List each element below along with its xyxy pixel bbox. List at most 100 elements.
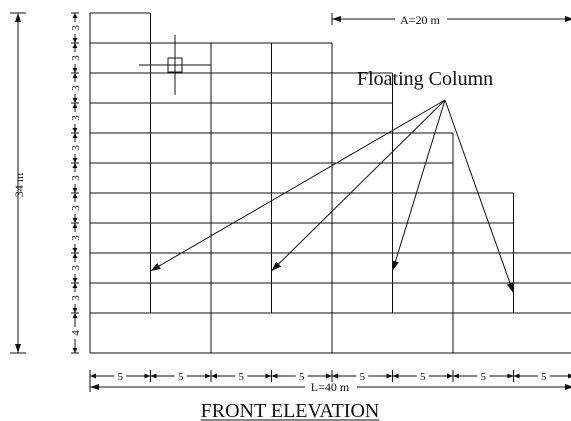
- storey-label-bg: [70, 327, 80, 339]
- arrowhead: [72, 278, 78, 283]
- storey-height-label: 3: [70, 55, 82, 61]
- arrowhead: [144, 373, 151, 379]
- storey-label-bg: [70, 22, 80, 34]
- crosshair-box: [167, 57, 183, 73]
- bay-label-bg: [477, 369, 490, 382]
- bay-label-bg: [174, 369, 187, 382]
- total-height-label: 34 m: [12, 172, 26, 197]
- arrowhead: [15, 344, 21, 353]
- arrowhead: [72, 158, 78, 163]
- bay-width-label: 5: [360, 371, 366, 383]
- arrowhead: [72, 103, 78, 108]
- drawing-title: FRONT ELEVATION: [201, 400, 380, 421]
- bay-width-label: 5: [299, 371, 305, 383]
- arrowhead: [392, 373, 399, 379]
- arrowhead: [513, 373, 520, 379]
- arrowhead: [90, 373, 96, 379]
- storey-height-label: 3: [70, 145, 82, 151]
- arrowhead: [72, 188, 78, 193]
- arrowhead: [453, 373, 459, 379]
- bay-label-bg: [235, 369, 248, 382]
- arrowhead: [72, 73, 78, 78]
- bay-label-bg: [295, 369, 308, 382]
- arrowhead: [150, 262, 161, 271]
- arrowhead: [72, 313, 78, 318]
- arrowhead: [506, 282, 514, 293]
- arrowhead: [72, 163, 78, 168]
- arrowhead: [211, 373, 217, 379]
- arrowhead: [72, 248, 78, 253]
- crosshair-cursor-icon: [139, 35, 211, 95]
- storey-label-bg: [70, 112, 80, 124]
- arrowhead: [565, 16, 571, 22]
- arrowhead: [72, 98, 78, 103]
- storey-height-label: 3: [70, 175, 82, 181]
- arrowhead: [392, 260, 399, 271]
- arrowhead: [72, 348, 78, 353]
- arrowhead: [72, 68, 78, 73]
- storey-label-bg: [70, 292, 80, 304]
- bay-label-bg: [416, 369, 429, 382]
- arrowhead: [72, 128, 78, 133]
- arrowhead: [265, 373, 272, 379]
- floating-column-leaders: [150, 99, 514, 294]
- leader-line: [444, 99, 514, 294]
- arrowhead: [90, 384, 99, 390]
- storey-label-bg: [70, 52, 80, 64]
- arrowhead: [72, 223, 78, 228]
- leader-line: [271, 99, 446, 272]
- storey-height-label: 3: [70, 25, 82, 31]
- frame-grid: [89, 12, 571, 354]
- arrowhead: [15, 13, 21, 22]
- arrowhead: [326, 373, 332, 379]
- arrowhead: [568, 373, 571, 379]
- arrowhead: [72, 193, 78, 198]
- storey-label-bg: [70, 232, 80, 244]
- total-length-label: L=40 m: [311, 380, 350, 394]
- bay-label-bg: [537, 369, 550, 382]
- storey-height-label: 3: [70, 205, 82, 211]
- arrowhead: [150, 373, 157, 379]
- arrowhead: [332, 373, 338, 379]
- arrowhead: [507, 373, 514, 379]
- storey-label-bg: [70, 202, 80, 214]
- bay-width-label: 5: [481, 371, 487, 383]
- storey-height-label: 3: [70, 235, 82, 241]
- arrowhead: [332, 16, 341, 22]
- arrowhead: [72, 43, 78, 48]
- arrowhead: [72, 133, 78, 138]
- setback-dimension-label: A=20 m: [400, 13, 440, 27]
- floating-column-label: Floating Column: [357, 68, 493, 90]
- arrowhead: [72, 308, 78, 313]
- arrowhead: [72, 38, 78, 43]
- bay-width-label: 5: [118, 371, 124, 383]
- arrowhead: [565, 384, 571, 390]
- storey-height-label: 3: [70, 85, 82, 91]
- bay-width-label: 5: [541, 371, 547, 383]
- leader-line: [150, 99, 446, 272]
- arrowhead: [72, 13, 78, 18]
- bay-label-bg: [114, 369, 127, 382]
- bay-label-bg: [356, 369, 369, 382]
- arrowhead: [72, 253, 78, 258]
- arrowhead: [386, 373, 393, 379]
- storey-label-bg: [70, 172, 80, 184]
- arrowhead: [72, 283, 78, 288]
- storey-height-label: 3: [70, 265, 82, 271]
- bay-width-label: 5: [420, 371, 426, 383]
- storey-height-label: 3: [70, 115, 82, 121]
- arrowhead: [271, 261, 282, 271]
- storey-height-label: 3: [70, 295, 82, 301]
- storey-label-bg: [70, 82, 80, 94]
- arrowhead: [72, 218, 78, 223]
- dimension-lines: 4 3 3 3 3 3 3 3 3 3 3 5 5 5 5 5 5 5 5: [10, 12, 571, 421]
- leader-line: [392, 99, 446, 272]
- storey-label-bg: [70, 262, 80, 274]
- storey-height-label: 4: [70, 330, 82, 336]
- arrowhead: [271, 373, 278, 379]
- arrowhead: [205, 373, 211, 379]
- bay-width-label: 5: [178, 371, 184, 383]
- storey-label-bg: [70, 142, 80, 154]
- arrowhead: [447, 373, 453, 379]
